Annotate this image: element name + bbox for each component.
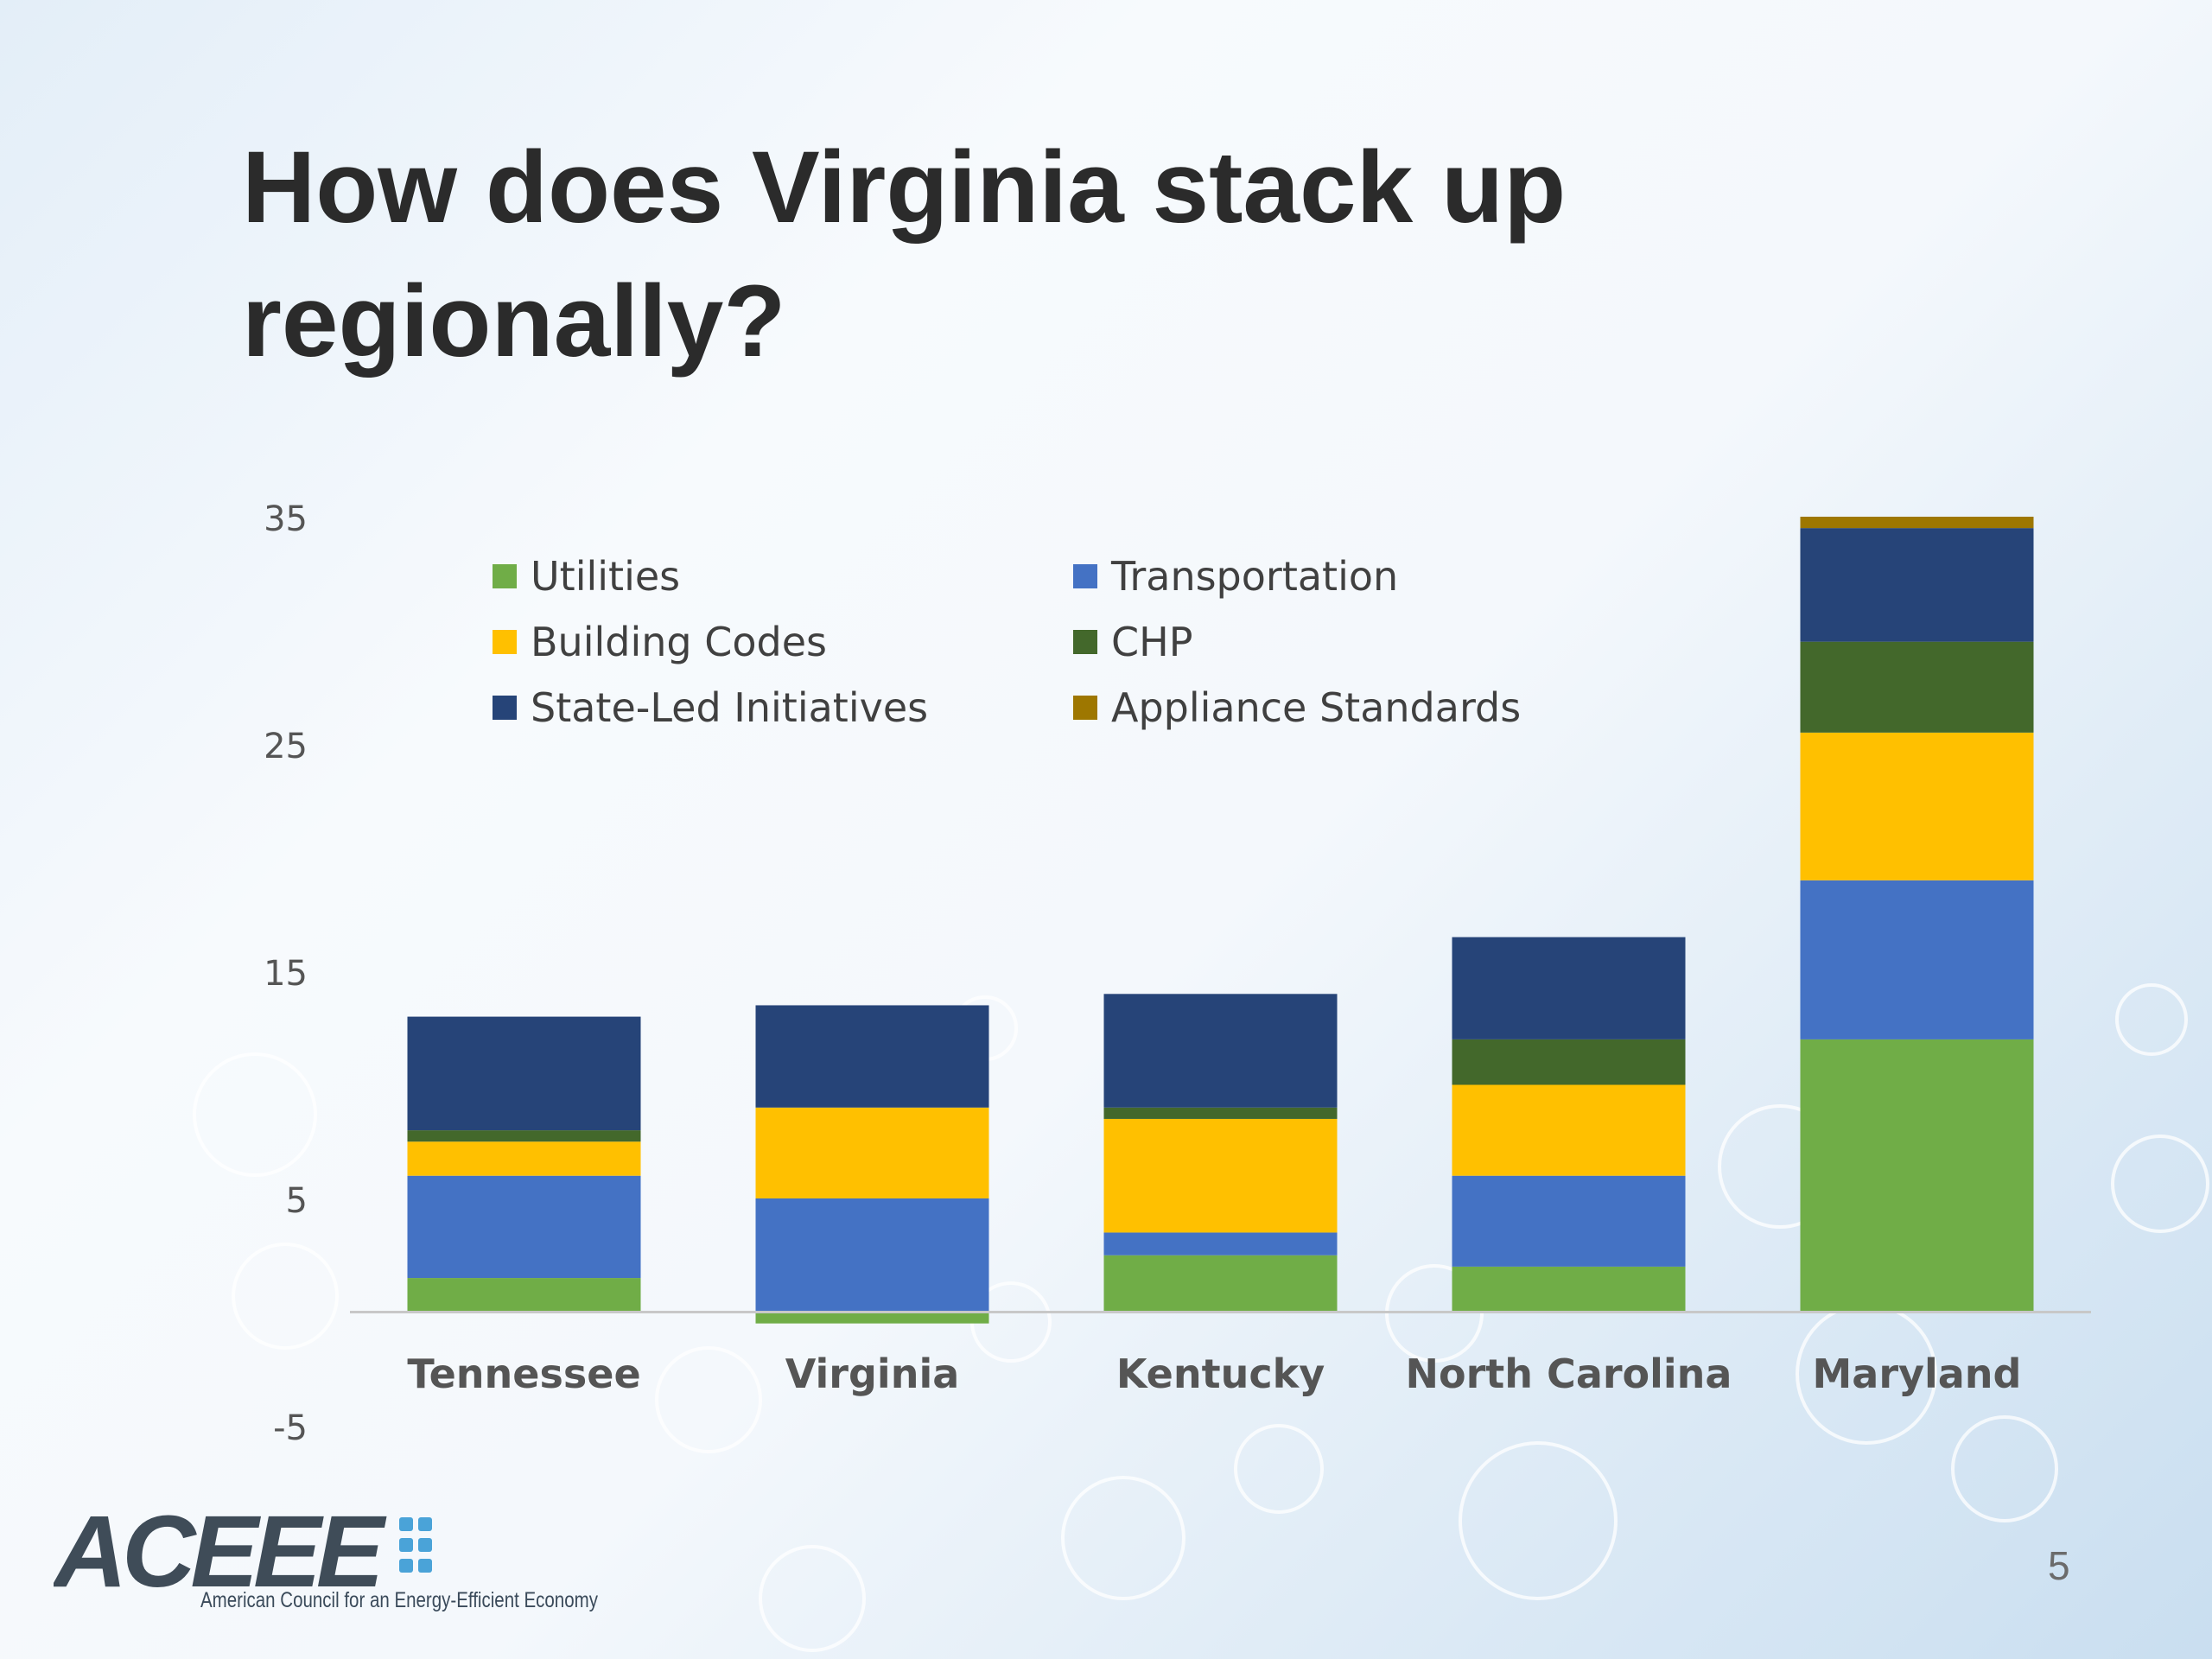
legend-swatch: [1073, 564, 1097, 588]
bubble-8: [1061, 1476, 1185, 1600]
bar-segment: [755, 1107, 989, 1198]
bar-segment: [1452, 1084, 1686, 1176]
logo-dots-icon: [399, 1517, 432, 1573]
legend-swatch: [1073, 630, 1097, 654]
y-tick-label: 5: [286, 1181, 308, 1221]
bar-segment: [1452, 1175, 1686, 1267]
legend-swatch: [493, 630, 517, 654]
x-axis: Tennessee Virginia Kentucky North Carolina M…: [407, 1351, 2021, 1397]
x-tick-label: Virginia: [785, 1351, 960, 1397]
x-tick-label: Maryland: [1813, 1351, 2022, 1397]
bar-segment: [1800, 880, 2034, 1039]
bubble-13: [1234, 1424, 1324, 1514]
bubble-4: [2115, 983, 2188, 1056]
legend-label: State-Led Initiatives: [531, 684, 929, 731]
bubble-15: [759, 1545, 866, 1652]
bar-segment: [407, 1016, 641, 1131]
legend-swatch: [493, 696, 517, 720]
bar-segment: [1103, 1107, 1338, 1119]
bar-segment: [1452, 1039, 1686, 1085]
y-tick-label: 25: [264, 727, 308, 766]
bar-segment: [1800, 1039, 2034, 1313]
aceee-logo: ACEEE: [54, 1503, 432, 1599]
bubble-11: [2111, 1135, 2209, 1233]
bar-segment: [755, 1312, 989, 1324]
x-tick-label: Tennessee: [407, 1351, 640, 1397]
legend-label: CHP: [1111, 619, 1193, 665]
legend-label: Building Codes: [531, 619, 827, 665]
legend-swatch: [1073, 696, 1097, 720]
y-tick-label: -5: [273, 1408, 308, 1448]
bar-segment: [755, 1005, 989, 1108]
page-number: 5: [2048, 1543, 2070, 1588]
bar-segment: [407, 1278, 641, 1313]
background-bubbles: [193, 983, 2209, 1652]
bar-segment: [1103, 1255, 1338, 1313]
slide-title: How does Virginia stack up regionally?: [242, 130, 1567, 378]
legend-item: Utilities: [493, 553, 680, 600]
bar-segment: [407, 1175, 641, 1279]
y-tick-label: 15: [264, 954, 308, 994]
bar-segment: [1103, 1232, 1338, 1255]
bar-segment: [755, 1198, 989, 1313]
legend-item: Building Codes: [493, 619, 827, 665]
x-tick-label: North Carolina: [1406, 1351, 1732, 1397]
y-axis: 35 25 15 5 -5: [264, 499, 308, 1448]
legend-label: Utilities: [531, 553, 681, 600]
legend-swatch: [493, 564, 517, 588]
y-tick-label: 35: [264, 499, 308, 539]
bar-segment: [1800, 517, 2034, 529]
bar-segment: [1800, 732, 2034, 880]
bubble-12: [655, 1346, 762, 1453]
bar-segment: [1800, 641, 2034, 733]
legend-item: CHP: [1073, 619, 1192, 665]
bubble-9: [1459, 1441, 1618, 1600]
legend-item: State-Led Initiatives: [493, 684, 928, 731]
legend-label: Transportation: [1111, 553, 1399, 600]
logo-wordmark: ACEEE: [54, 1503, 387, 1599]
bar-segment: [407, 1141, 641, 1176]
bubble-5: [232, 1243, 339, 1350]
bar-segment: [1103, 994, 1338, 1108]
bubble-10: [1951, 1415, 2058, 1522]
bubble-0: [193, 1052, 317, 1177]
bar-segment: [1103, 1118, 1338, 1233]
bars: [350, 517, 2091, 1324]
x-tick-label: Kentucky: [1116, 1351, 1325, 1397]
logo-tagline: American Council for an Energy-Efficient…: [200, 1588, 598, 1612]
legend-item: Transportation: [1073, 553, 1398, 600]
legend-item: Appliance Standards: [1073, 684, 1521, 731]
bar-segment: [1800, 528, 2034, 642]
bar-segment: [1452, 937, 1686, 1039]
bar-segment: [1452, 1266, 1686, 1313]
legend-label: Appliance Standards: [1111, 684, 1522, 731]
bar-segment: [407, 1130, 641, 1142]
